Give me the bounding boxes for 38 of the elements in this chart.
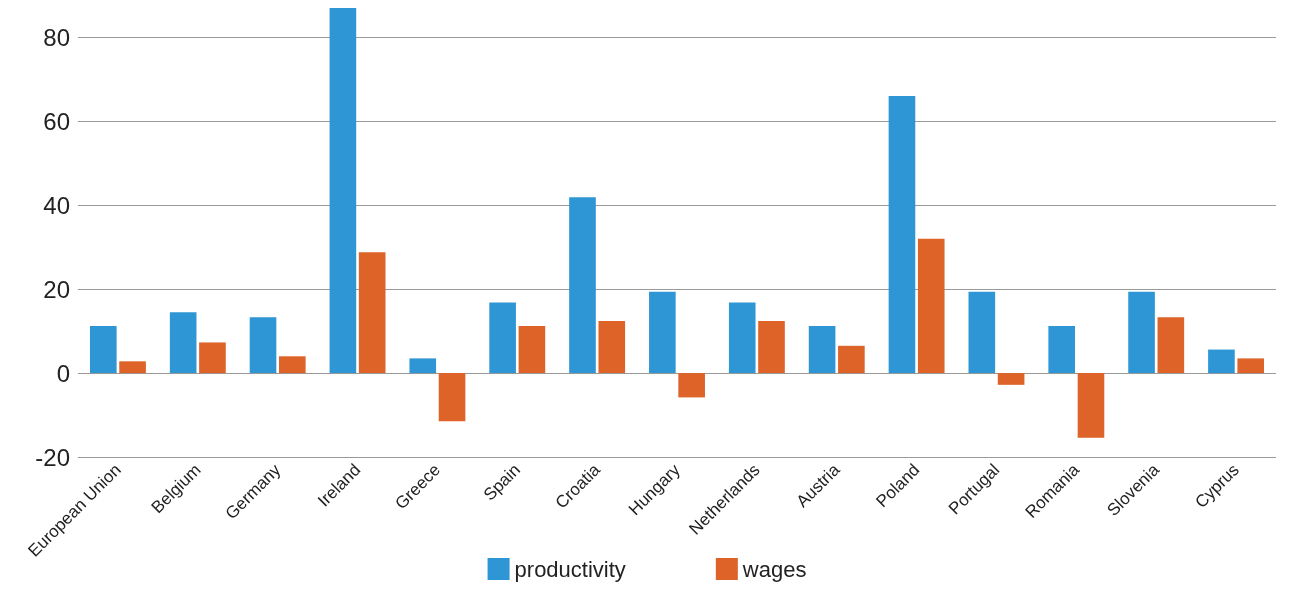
y-tick-label: -20 xyxy=(35,443,70,471)
bar xyxy=(1208,349,1235,374)
bar xyxy=(119,361,146,374)
legend-label: wages xyxy=(741,556,807,582)
bar xyxy=(1157,317,1185,374)
bar xyxy=(1077,373,1105,438)
bar xyxy=(409,358,437,374)
bar xyxy=(249,317,277,374)
bar xyxy=(968,291,996,374)
bar xyxy=(808,326,836,374)
bar xyxy=(598,321,626,374)
bar xyxy=(438,373,466,422)
bar xyxy=(199,342,226,374)
bar xyxy=(279,356,306,374)
bar xyxy=(89,326,117,374)
bar xyxy=(728,302,756,374)
bar xyxy=(838,345,865,374)
bar xyxy=(169,312,197,374)
legend-label: productivity xyxy=(514,556,626,582)
bar xyxy=(569,197,596,374)
bar xyxy=(489,302,516,374)
bar xyxy=(997,373,1025,385)
bar xyxy=(518,326,546,374)
y-tick-label: 40 xyxy=(43,191,70,219)
bar xyxy=(358,252,386,374)
bar xyxy=(1128,291,1155,374)
bar xyxy=(1048,326,1075,374)
bar xyxy=(888,96,916,374)
y-tick-label: 20 xyxy=(43,275,70,303)
y-tick-label: 0 xyxy=(56,359,70,387)
bar xyxy=(329,8,357,374)
bar xyxy=(917,238,945,374)
bar xyxy=(678,373,705,398)
bar xyxy=(1237,358,1265,374)
y-tick-label: 60 xyxy=(43,107,70,135)
bar xyxy=(758,321,785,374)
y-tick-label: 80 xyxy=(43,23,70,51)
bar xyxy=(649,291,676,374)
